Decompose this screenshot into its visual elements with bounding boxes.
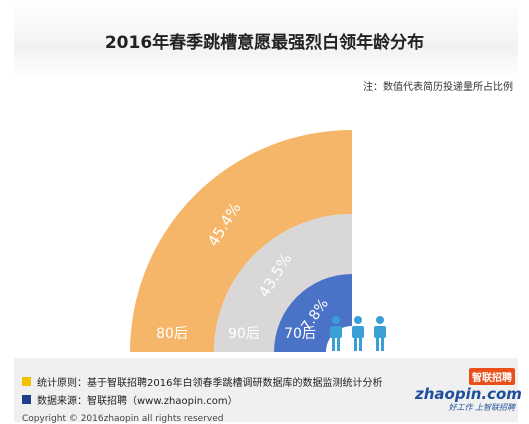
category-label-80后: 80后: [156, 326, 188, 342]
copyright-text: Copyright © 2016zhaopin all rights reser…: [22, 414, 224, 424]
method-square-icon: [22, 377, 31, 386]
person-icon: [374, 316, 386, 351]
footer: [14, 358, 518, 422]
source-row: 数据来源：智联招聘（www.zhaopin.com）: [22, 392, 238, 407]
brand-logo: 智联招聘 zhaopin.com 好工作 上智联招聘: [415, 366, 522, 412]
logo-cn-text: 智联招聘: [469, 368, 515, 385]
category-label-70后: 70后: [284, 326, 316, 342]
logo-en-text: zhaopin.com: [415, 385, 522, 403]
source-square-icon: [22, 395, 31, 404]
ring-segment-80后: [130, 130, 352, 352]
person-icon: [330, 316, 342, 351]
ring-segment-90后: [214, 214, 352, 352]
category-label-90后: 90后: [228, 326, 260, 342]
method-text: 统计原则：基于智联招聘2016年白领春季跳槽调研数据库的数据监测统计分析: [37, 378, 383, 389]
chart-title: 2016年春季跳槽意愿最强烈白领年龄分布: [104, 33, 425, 53]
chart-note: 注：数值代表简历投递量所占比例: [363, 82, 513, 93]
logo-tagline: 好工作 上智联招聘: [448, 403, 515, 412]
header-background: [14, 0, 518, 80]
people-icons: [330, 316, 386, 351]
method-row: 统计原则：基于智联招聘2016年白领春季跳槽调研数据库的数据监测统计分析: [22, 374, 382, 389]
source-text: 数据来源：智联招聘（www.zhaopin.com）: [37, 396, 238, 407]
person-icon: [352, 316, 364, 351]
